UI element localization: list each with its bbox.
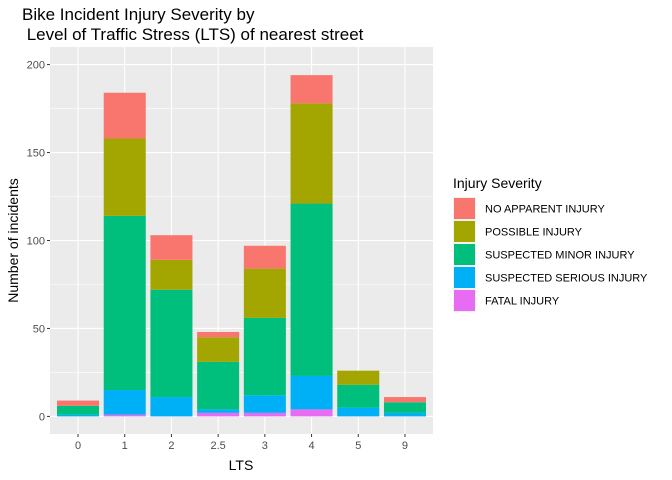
bar-segment: SUSPECTED SERIOUS INJURY: 10	[244, 395, 286, 413]
bar-segment: NO APPARENT INJURY: 26	[104, 93, 146, 139]
legend-label: NO APPARENT INJURY	[485, 204, 605, 216]
x-tick-label: 9	[402, 440, 408, 452]
bar-segment: POSSIBLE INJURY: 44	[104, 138, 146, 215]
x-tick-label: 1	[122, 440, 128, 452]
y-tick-label: 200	[27, 60, 45, 72]
legend-swatch	[454, 267, 475, 288]
y-tick-label: 100	[27, 236, 45, 248]
bar-segment: SUSPECTED MINOR INJURY: 6	[384, 402, 426, 413]
bar-segment: NO APPARENT INJURY: 16	[291, 75, 333, 103]
x-axis: 0 1 2 2.5 3 4 5 9	[75, 434, 408, 452]
bar-segment: FATAL INJURY: 4	[291, 409, 333, 416]
bar-segment: SUSPECTED MINOR INJURY: 5	[57, 406, 99, 415]
legend-label: SUSPECTED SERIOUS INJURY	[485, 273, 648, 285]
bar-segment: SUSPECTED MINOR INJURY: 44	[244, 318, 286, 395]
y-tick-label: 0	[39, 411, 45, 423]
legend: Injury Severity NO APPARENT INJURY POSSIB…	[453, 175, 648, 312]
legend-swatch	[454, 198, 475, 219]
x-tick-label: 0	[75, 440, 81, 452]
y-tick-label: 150	[27, 148, 45, 160]
bar-segment: POSSIBLE INJURY: 14	[197, 337, 239, 362]
bar-segment: SUSPECTED SERIOUS INJURY: 2	[384, 413, 426, 417]
legend-swatch	[454, 244, 475, 265]
bar-segment: SUSPECTED SERIOUS INJURY: 14	[104, 390, 146, 415]
x-tick-label: 5	[355, 440, 361, 452]
legend-swatch	[454, 221, 475, 242]
bar-segment: NO APPARENT INJURY: 3	[384, 397, 426, 402]
bar-segment: SUSPECTED SERIOUS INJURY: 1	[57, 415, 99, 417]
bar-segment: POSSIBLE INJURY: 57	[291, 103, 333, 203]
x-tick-label: 3	[262, 440, 268, 452]
bar-segment: SUSPECTED MINOR INJURY: 99	[104, 216, 146, 390]
legend-swatch	[454, 290, 475, 311]
bar-segment: SUSPECTED SERIOUS INJURY: 2	[197, 409, 239, 413]
bar-segment: POSSIBLE INJURY: 28	[244, 269, 286, 318]
x-tick-label: 2	[168, 440, 174, 452]
bar-segment: FATAL INJURY: 1	[104, 415, 146, 417]
bar-segment: POSSIBLE INJURY: 17	[150, 260, 192, 290]
y-tick-label: 50	[33, 323, 45, 335]
bar-segment: SUSPECTED MINOR INJURY: 27	[197, 362, 239, 409]
chart-title-line-2: Level of Traffic Stress (LTS) of nearest…	[22, 25, 364, 44]
bar-segment: POSSIBLE INJURY: 8	[337, 371, 379, 385]
x-tick-label: 2.5	[210, 440, 225, 452]
x-tick-label: 4	[308, 440, 314, 452]
bar-segment: NO APPARENT INJURY: 14	[150, 235, 192, 260]
legend-label: FATAL INJURY	[485, 296, 560, 308]
bar-segment: FATAL INJURY: 2	[244, 413, 286, 417]
x-axis-title: LTS	[229, 457, 254, 473]
y-axis-title: Number of incidents	[5, 178, 21, 303]
y-axis: 0 50 100 150 200	[27, 60, 50, 424]
bar-segment: SUSPECTED MINOR INJURY: 13	[337, 385, 379, 408]
legend-label: SUSPECTED MINOR INJURY	[485, 250, 635, 262]
bar-segment: SUSPECTED MINOR INJURY: 98	[291, 204, 333, 376]
bar-segment: SUSPECTED MINOR INJURY: 61	[150, 290, 192, 397]
bar-segment: SUSPECTED SERIOUS INJURY: 19	[291, 376, 333, 409]
bar-segment: NO APPARENT INJURY: 13	[244, 246, 286, 269]
bar-segment: NO APPARENT INJURY: 3	[197, 332, 239, 337]
legend-label: POSSIBLE INJURY	[485, 227, 583, 239]
bar-segment: SUSPECTED SERIOUS INJURY: 5	[337, 408, 379, 417]
bar-segment: NO APPARENT INJURY: 3	[57, 401, 99, 406]
bar-segment: FATAL INJURY: 2	[197, 413, 239, 417]
legend-title: Injury Severity	[453, 175, 542, 191]
bar-segment: SUSPECTED SERIOUS INJURY: 11	[150, 397, 192, 416]
chart-title-line-1: Bike Incident Injury Severity by	[22, 5, 255, 24]
